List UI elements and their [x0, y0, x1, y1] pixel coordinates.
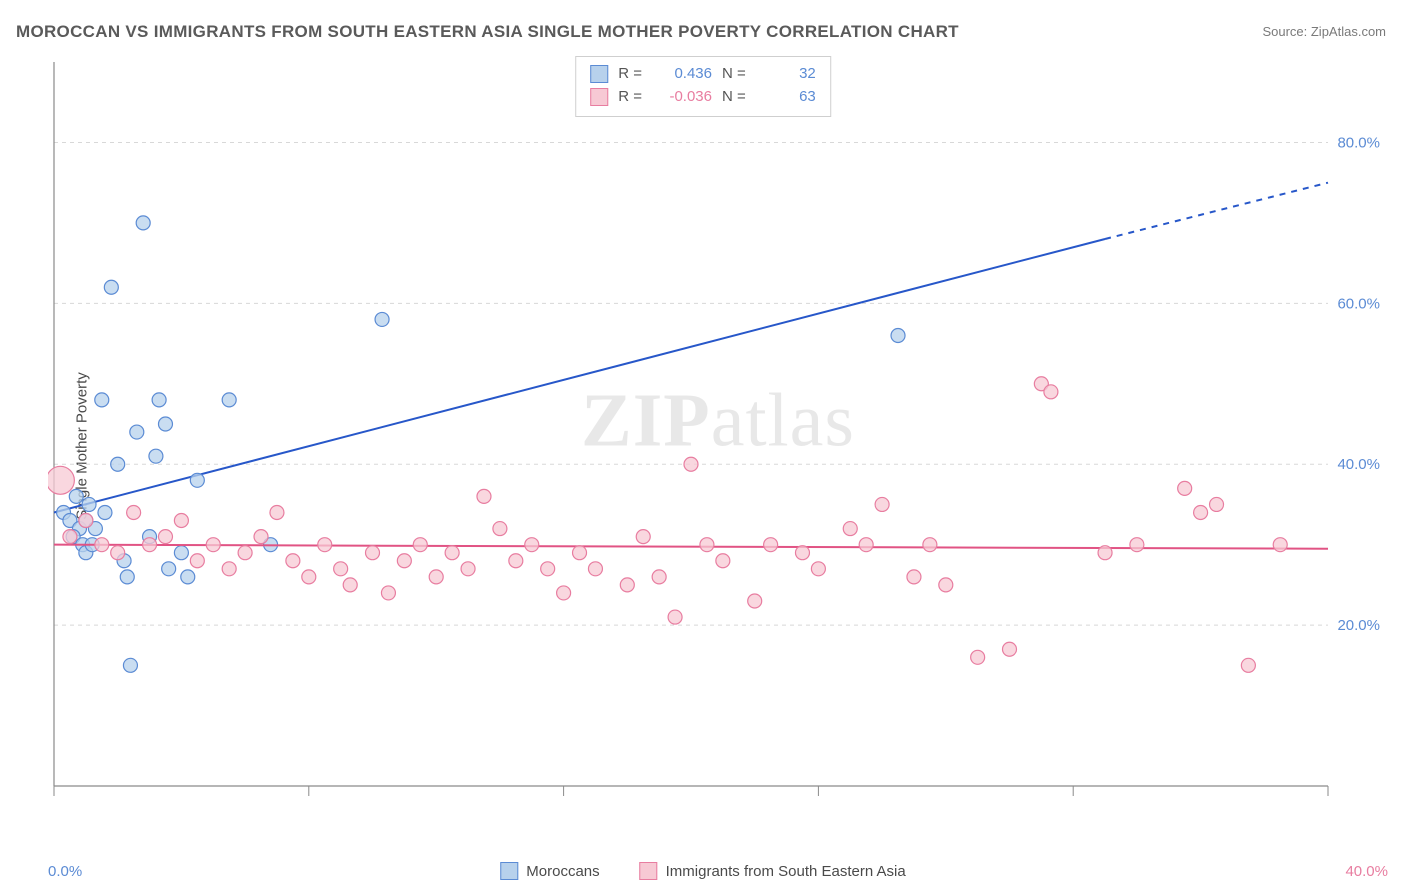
swatch-sea [590, 88, 608, 106]
svg-text:40.0%: 40.0% [1337, 456, 1380, 473]
series-legend: Moroccans Immigrants from South Eastern … [500, 862, 905, 880]
scatter-plot-svg: 20.0% 40.0% 60.0% 80.0% [48, 56, 1388, 816]
svg-text:60.0%: 60.0% [1337, 295, 1380, 312]
legend-row-1: R = -0.036 N = 63 [590, 86, 816, 109]
legend-item-sea: Immigrants from South Eastern Asia [640, 862, 906, 880]
chart-title: MOROCCAN VS IMMIGRANTS FROM SOUTH EASTER… [16, 22, 959, 42]
r-label-1: R = [618, 86, 642, 109]
plot-area: 20.0%40.0%60.0%80.0% ZIPatlas [48, 56, 1388, 816]
legend-label-1: Immigrants from South Eastern Asia [666, 863, 906, 880]
n-label-0: N = [722, 63, 746, 86]
svg-text:80.0%: 80.0% [1337, 134, 1380, 151]
r-value-1: -0.036 [652, 86, 712, 109]
swatch-bottom-0 [500, 862, 518, 880]
r-value-0: 0.436 [652, 63, 712, 86]
correlation-legend: R = 0.436 N = 32 R = -0.036 N = 63 [575, 56, 831, 117]
n-label-1: N = [722, 86, 746, 109]
swatch-moroccans [590, 65, 608, 83]
legend-row-0: R = 0.436 N = 32 [590, 63, 816, 86]
chart-container: MOROCCAN VS IMMIGRANTS FROM SOUTH EASTER… [0, 0, 1406, 892]
legend-item-moroccans: Moroccans [500, 862, 599, 880]
svg-text:20.0%: 20.0% [1337, 617, 1380, 634]
source-label: Source: ZipAtlas.com [1262, 24, 1386, 39]
x-axis-min-label: 0.0% [48, 863, 82, 880]
swatch-bottom-1 [640, 862, 658, 880]
x-axis-max-label: 40.0% [1345, 863, 1388, 880]
n-value-1: 63 [756, 86, 816, 109]
r-label-0: R = [618, 63, 642, 86]
legend-label-0: Moroccans [526, 863, 599, 880]
n-value-0: 32 [756, 63, 816, 86]
